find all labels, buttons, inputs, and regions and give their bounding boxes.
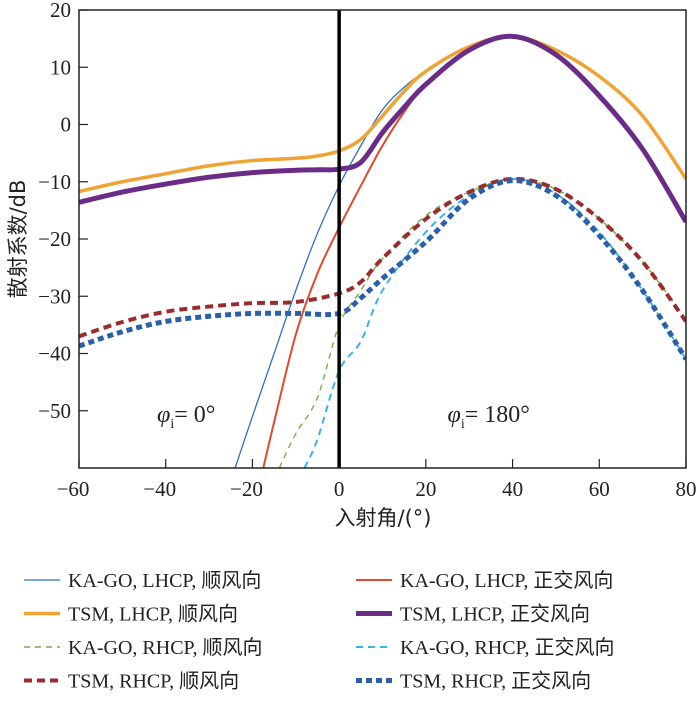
- legend-label: TSM, LHCP, 正交风向: [400, 603, 590, 626]
- legend-label: KA-GO, RHCP, 顺风向: [68, 636, 262, 659]
- legend-item: KA-GO, RHCP, 顺风向: [24, 636, 262, 659]
- y-tick-label: 0: [61, 113, 72, 137]
- legend: KA-GO, LHCP, 顺风向 KA-GO, LHCP, 正交风向 TSM, LH…: [24, 569, 614, 693]
- x-axis-label: 入射角/(°): [335, 506, 432, 530]
- x-tick-label: 0: [334, 477, 345, 501]
- phi-annotation: φi= 0°: [157, 402, 215, 432]
- legend-item: TSM, RHCP, 正交风向: [356, 670, 591, 693]
- legend-item: TSM, RHCP, 顺风向: [24, 670, 239, 693]
- legend-item: KA-GO, LHCP, 顺风向: [24, 569, 261, 592]
- legend-item: KA-GO, LHCP, 正交风向: [356, 569, 613, 592]
- legend-item: TSM, LHCP, 顺风向: [24, 603, 238, 626]
- x-tick-label: 20: [415, 477, 436, 501]
- series-line: [79, 33, 686, 224]
- legend-label: KA-GO, LHCP, 顺风向: [68, 569, 261, 592]
- x-tick-label: 40: [502, 477, 523, 501]
- x-tick-label: −60: [57, 477, 90, 501]
- series-line: [79, 176, 686, 339]
- legend-item: KA-GO, RHCP, 正交风向: [356, 636, 614, 659]
- annotations: φi= 0° φi= 180°: [157, 402, 530, 432]
- y-tick-label: 20: [50, 0, 71, 22]
- y-tick-label: −30: [38, 284, 71, 308]
- series-line: [79, 178, 686, 361]
- axis-ticks: −60 −40 −20 0 20 40 60 80 20 10 0 −10 −20 −30 −40 −50: [38, 0, 696, 501]
- x-tick-label: 60: [589, 477, 610, 501]
- y-tick-label: −10: [38, 170, 71, 194]
- series-line: [79, 34, 686, 194]
- x-tick-label: −20: [230, 477, 263, 501]
- y-tick-label: 10: [50, 55, 71, 79]
- legend-label: TSM, RHCP, 顺风向: [68, 670, 239, 693]
- legend-label: KA-GO, LHCP, 正交风向: [400, 569, 613, 592]
- legend-label: TSM, RHCP, 正交风向: [400, 670, 591, 693]
- phi-annotation: φi= 180°: [448, 402, 530, 432]
- y-axis-label: 散射系数/dB: [6, 180, 30, 299]
- legend-label: KA-GO, RHCP, 正交风向: [400, 636, 614, 659]
- y-tick-label: −20: [38, 227, 71, 251]
- series-lines: [79, 33, 686, 468]
- x-tick-label: 80: [676, 477, 697, 501]
- x-tick-label: −40: [143, 477, 176, 501]
- y-tick-label: −40: [38, 342, 71, 366]
- y-tick-label: −50: [38, 399, 71, 423]
- legend-label: TSM, LHCP, 顺风向: [68, 603, 238, 626]
- legend-item: TSM, LHCP, 正交风向: [356, 603, 590, 626]
- plot-frame: [78, 9, 687, 469]
